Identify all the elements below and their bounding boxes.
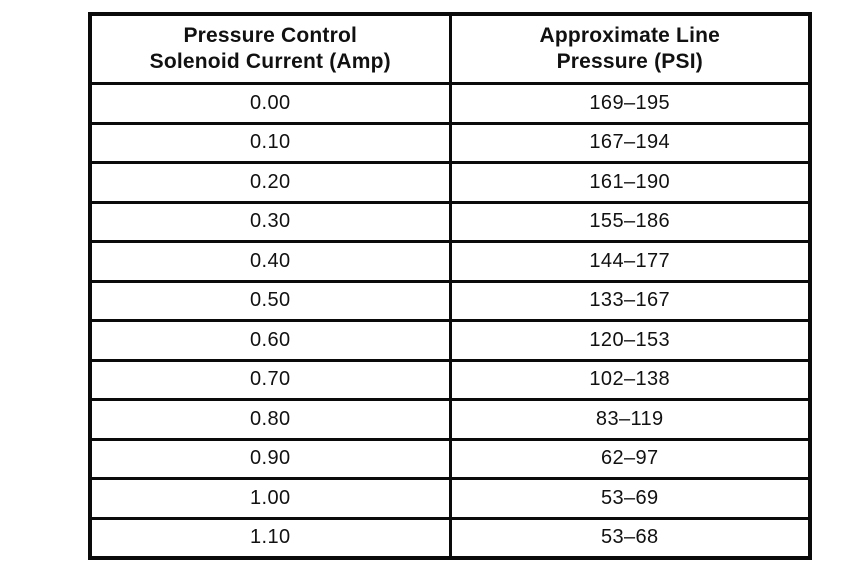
table-row: 0.30 155–186: [88, 200, 812, 243]
table-row: 0.70 102–138: [88, 358, 812, 401]
current-cell: 1.10: [88, 516, 452, 560]
pressure-cell: 133–167: [448, 279, 812, 322]
table-row: 0.50 133–167: [88, 279, 812, 322]
table-row: 0.80 83–119: [88, 398, 812, 441]
table-row: 0.60 120–153: [88, 319, 812, 362]
table-row: 0.20 161–190: [88, 161, 812, 204]
pressure-cell: 169–195: [448, 82, 812, 125]
pressure-cell: 120–153: [448, 319, 812, 362]
header-solenoid-current: Pressure Control Solenoid Current (Amp): [88, 12, 452, 85]
current-cell: 0.70: [88, 358, 452, 401]
table-header-row: Pressure Control Solenoid Current (Amp) …: [88, 12, 812, 85]
pressure-cell: 144–177: [448, 240, 812, 283]
current-cell: 0.10: [88, 121, 452, 164]
current-cell: 0.50: [88, 279, 452, 322]
pressure-cell: 155–186: [448, 200, 812, 243]
table-row: 0.10 167–194: [88, 121, 812, 164]
pressure-cell: 62–97: [448, 437, 812, 480]
current-cell: 0.00: [88, 82, 452, 125]
table-row: 0.40 144–177: [88, 240, 812, 283]
current-cell: 1.00: [88, 477, 452, 520]
pressure-cell: 53–68: [448, 516, 812, 560]
pressure-cell: 167–194: [448, 121, 812, 164]
table-row: 1.10 53–68: [88, 516, 812, 560]
pressure-cell: 53–69: [448, 477, 812, 520]
current-cell: 0.30: [88, 200, 452, 243]
pressure-cell: 161–190: [448, 161, 812, 204]
table-row: 0.00 169–195: [88, 82, 812, 125]
current-cell: 0.20: [88, 161, 452, 204]
pressure-cell: 83–119: [448, 398, 812, 441]
table-row: 1.00 53–69: [88, 477, 812, 520]
current-cell: 0.40: [88, 240, 452, 283]
current-cell: 0.90: [88, 437, 452, 480]
pressure-control-table: Pressure Control Solenoid Current (Amp) …: [88, 12, 812, 560]
current-cell: 0.80: [88, 398, 452, 441]
table-row: 0.90 62–97: [88, 437, 812, 480]
pressure-cell: 102–138: [448, 358, 812, 401]
current-cell: 0.60: [88, 319, 452, 362]
header-line-pressure: Approximate Line Pressure (PSI): [448, 12, 812, 85]
